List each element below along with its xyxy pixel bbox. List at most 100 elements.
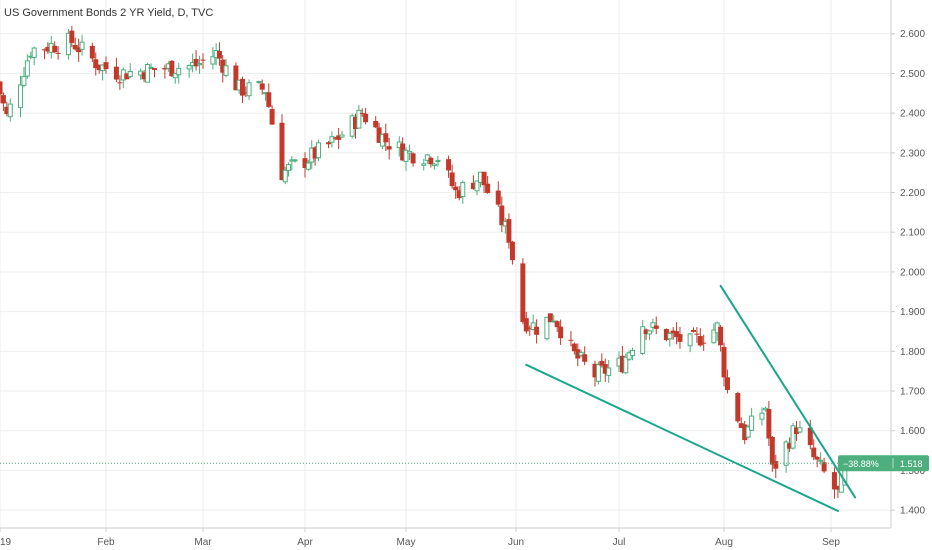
candle <box>353 113 358 139</box>
candle <box>127 63 133 79</box>
candle <box>7 98 13 122</box>
candle <box>787 437 793 453</box>
candle <box>21 66 27 88</box>
candle <box>243 86 249 98</box>
candle <box>279 114 285 181</box>
candle <box>643 328 649 340</box>
candle <box>766 401 772 447</box>
candle <box>677 326 683 349</box>
price-axis: 1.400 1.500 1.600 1.700 1.800 1.900 2.000 2.100… <box>891 29 925 517</box>
candle <box>246 79 252 100</box>
candle <box>811 439 817 461</box>
candle <box>72 37 78 51</box>
candle <box>527 325 533 336</box>
candle <box>691 327 697 333</box>
x-tick-label: Aug <box>715 537 733 548</box>
candle <box>259 79 265 95</box>
candle <box>69 26 75 48</box>
candle <box>626 350 632 361</box>
x-tick-label: 2019 <box>0 537 12 548</box>
candle <box>568 330 574 347</box>
candle <box>223 59 229 78</box>
candle <box>239 76 245 103</box>
candle <box>410 152 416 167</box>
candle <box>329 131 335 148</box>
candle <box>152 68 157 78</box>
candle <box>4 101 10 117</box>
candle <box>650 318 656 333</box>
candle <box>495 181 501 207</box>
candle <box>363 108 369 125</box>
trendline <box>719 284 857 499</box>
candle <box>141 70 147 83</box>
candle <box>359 108 365 117</box>
candle <box>509 240 515 265</box>
candle <box>821 457 827 474</box>
x-tick-label: Sep <box>822 537 840 548</box>
candle <box>186 64 192 78</box>
candle <box>599 353 605 368</box>
candle <box>470 175 476 190</box>
x-tick-label: May <box>397 537 416 548</box>
candle <box>534 319 540 344</box>
candle <box>523 311 529 334</box>
candle <box>117 75 123 90</box>
candle <box>721 342 727 387</box>
candle <box>667 331 673 347</box>
y-tick-label: 2.500 <box>900 69 925 80</box>
candle <box>286 162 292 177</box>
candle <box>592 360 598 387</box>
time-axis: 2019 Feb Mar Apr May Jun Jul Aug Sep <box>0 528 840 548</box>
candle <box>403 147 409 171</box>
candle <box>485 176 491 194</box>
candle <box>619 345 625 374</box>
y-tick-label: 1.500 <box>900 466 925 477</box>
candle <box>547 313 553 323</box>
current-price-badge: −38.88% 1.518 <box>838 455 929 472</box>
candle <box>216 42 222 66</box>
y-tick-label: 1.700 <box>900 387 925 398</box>
y-tick-label: 1.900 <box>900 307 925 318</box>
candle <box>449 164 455 189</box>
trendline <box>525 363 839 512</box>
candle <box>312 146 318 166</box>
candle <box>113 57 119 83</box>
y-tick-label: 2.100 <box>900 228 925 239</box>
candle <box>428 156 434 168</box>
candle <box>93 52 99 76</box>
y-tick-label: 2.400 <box>900 109 925 120</box>
candle <box>663 328 669 342</box>
candle <box>783 440 789 473</box>
x-tick-label: Jul <box>613 537 626 548</box>
candle <box>674 322 680 345</box>
candle <box>640 319 646 356</box>
candle <box>200 53 206 69</box>
candle <box>193 50 199 71</box>
candle <box>339 130 345 138</box>
candle <box>55 46 61 60</box>
candle <box>453 182 459 199</box>
candle <box>769 435 775 472</box>
candle <box>738 417 744 429</box>
candle <box>749 407 755 431</box>
x-tick-label: Mar <box>194 537 212 548</box>
candle <box>0 80 3 104</box>
candle <box>578 350 584 358</box>
candle <box>332 136 338 141</box>
trendline-layer <box>525 284 857 512</box>
candle <box>220 55 226 83</box>
candle <box>797 420 803 434</box>
candle <box>499 196 505 233</box>
candle <box>554 320 560 333</box>
candle <box>421 158 427 171</box>
candle <box>602 358 608 382</box>
candle <box>386 137 392 160</box>
chart-title: US Government Bonds 2 YR Yield, D, TVC <box>4 7 213 19</box>
y-tick-label: 2.200 <box>900 188 925 199</box>
candle <box>530 314 536 331</box>
y-tick-label: 2.000 <box>900 267 925 278</box>
candle <box>269 105 275 125</box>
current-price-label: 1.518 <box>900 459 923 469</box>
candle <box>176 62 182 84</box>
